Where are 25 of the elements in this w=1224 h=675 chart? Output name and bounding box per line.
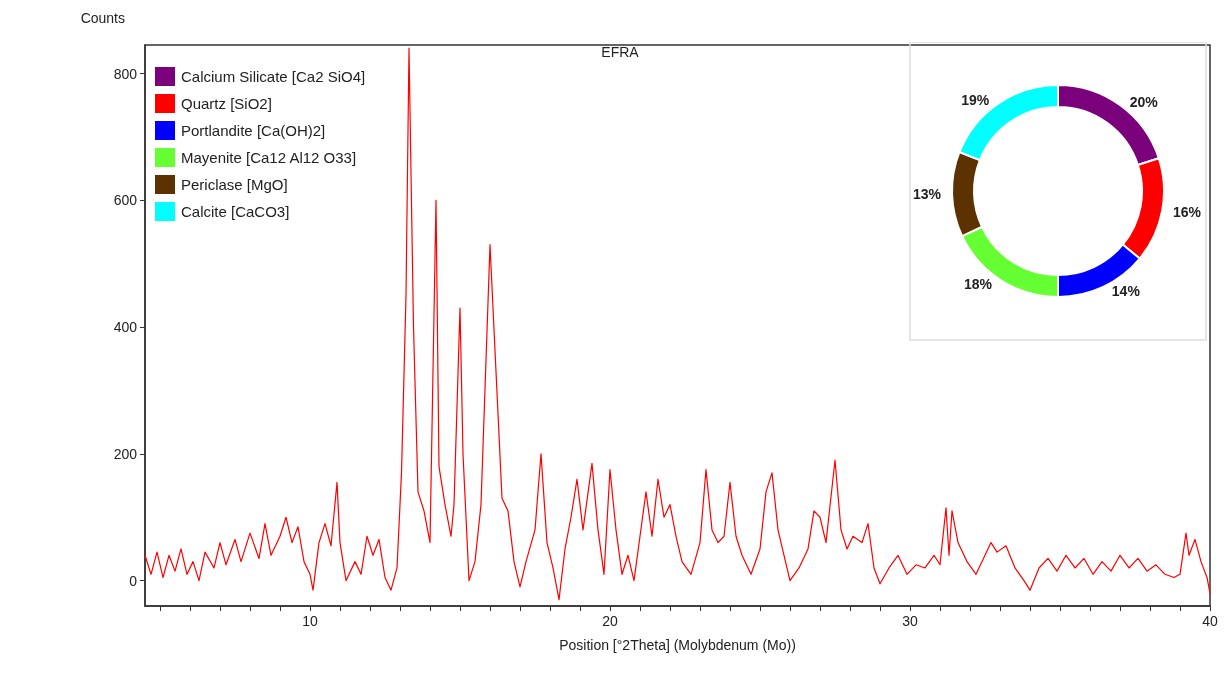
x-tick-label: 40 [1202,613,1218,629]
x-tick-label: 30 [902,613,918,629]
data-label: 14% [1111,282,1141,299]
legend-label: Calcite [CaCO3] [181,203,290,220]
chart-title: EFRA [601,44,640,60]
y-tick-label: 0 [129,572,138,589]
x-tick-label: 20 [602,613,618,629]
x-axis-title: Position [°2Theta] (Molybdenum (Mo)) [559,637,796,653]
y-tick-label: 600 [113,192,138,209]
legend-label: Quartz [SiO2] [181,95,272,112]
legend-label: Calcium Silicate [Ca2 SiO4] [181,68,366,85]
data-label: 16% [1173,203,1202,220]
data-label: 18% [964,275,993,292]
y-tick-label: 400 [113,319,138,336]
line-series [144,47,1211,601]
data-label: 13% [913,186,942,203]
y-axis-title: Counts [80,10,125,26]
y-tick-label: 800 [113,65,138,82]
legend-label: Periclase [MgO] [181,176,288,193]
x-tick-label: 10 [302,613,318,629]
legend-label: Mayenite [Ca12 Al12 O33] [181,149,357,166]
y-tick-label: 200 [113,445,138,462]
data-label: 19% [961,92,990,109]
legend-label: Portlandite [Ca(OH)2] [181,122,326,139]
data-label: 20% [1129,94,1159,111]
